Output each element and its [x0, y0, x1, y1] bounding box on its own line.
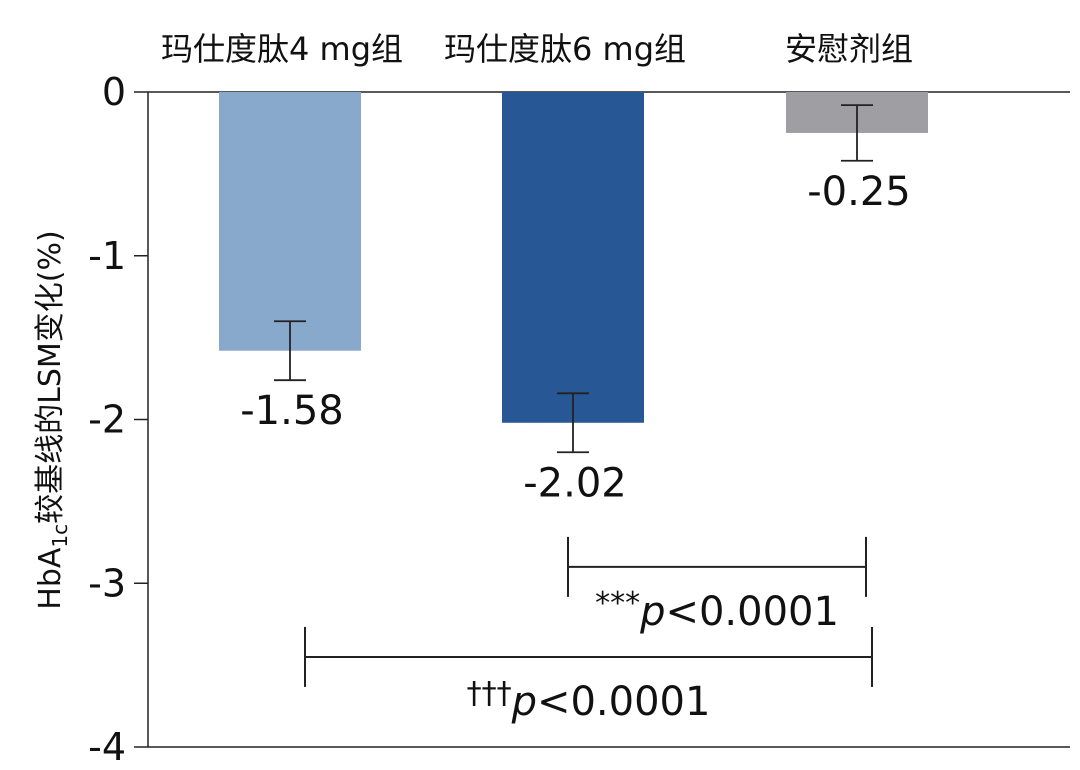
bar: [219, 92, 361, 351]
p-symbol: p: [639, 589, 665, 635]
y-tick-label: 0: [102, 70, 126, 114]
bar: [502, 92, 644, 423]
category-label: 安慰剂组: [785, 30, 913, 68]
category-labels: 玛仕度肽4 mg组 玛仕度肽6 mg组 安慰剂组: [161, 30, 913, 68]
value-label: -1.58: [240, 388, 344, 434]
significance-brackets: ***p<0.0001†††p<0.0001: [304, 536, 873, 725]
y-tick-label: -1: [88, 234, 126, 278]
p-threshold: <0.0001: [537, 679, 710, 725]
value-label: -2.02: [523, 460, 627, 506]
significance-bracket: †††p<0.0001: [304, 626, 873, 725]
y-tick-label: -3: [88, 561, 126, 605]
axes: 0 -1 -2 -3 -4: [88, 70, 1070, 769]
significance-bracket: ***p<0.0001: [567, 536, 867, 635]
y-axis-label: HbA1c较基线的LSM变化(%): [33, 230, 72, 609]
p-value-label: †††p<0.0001: [467, 676, 711, 725]
significance-marker: ***: [595, 586, 640, 621]
p-value-label: ***p<0.0001: [595, 586, 839, 635]
error-bars: [274, 104, 873, 454]
bars: [219, 92, 928, 423]
y-tick-label: -4: [88, 725, 126, 769]
value-labels: -1.58 -2.02 -0.25: [240, 169, 911, 506]
value-label: -0.25: [807, 169, 911, 215]
category-label: 玛仕度肽4 mg组: [161, 30, 403, 68]
p-threshold: <0.0001: [665, 589, 838, 635]
p-symbol: p: [511, 679, 537, 725]
significance-marker: †††: [467, 676, 512, 711]
y-tick-label: -2: [88, 398, 126, 442]
category-label: 玛仕度肽6 mg组: [444, 30, 686, 68]
